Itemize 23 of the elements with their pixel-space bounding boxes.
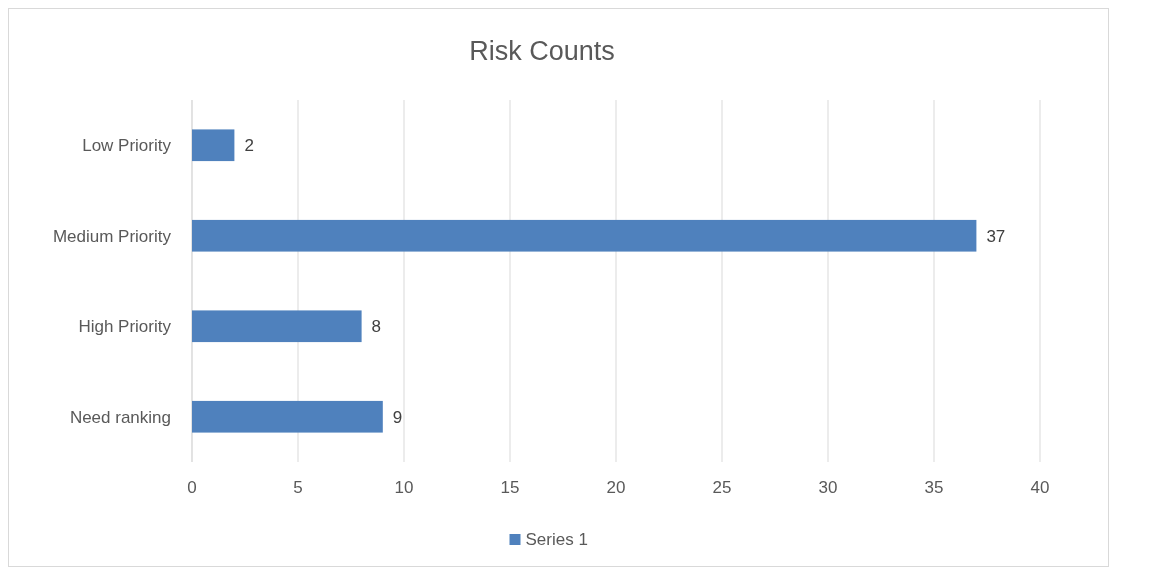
data-label: 37 <box>986 226 1006 246</box>
bar <box>192 400 383 433</box>
y-tick-label: Low Priority <box>82 136 172 156</box>
y-tick-label: Need ranking <box>69 407 171 427</box>
bar <box>192 219 977 252</box>
y-tick-label: Medium Priority <box>52 226 172 246</box>
x-tick-label: 5 <box>293 478 303 497</box>
x-tick-label: 25 <box>712 478 732 497</box>
x-tick-label: 10 <box>394 478 414 497</box>
y-tick-label: High Priority <box>78 317 172 337</box>
x-tick-label: 30 <box>818 478 838 497</box>
bar <box>192 310 362 343</box>
x-tick-label: 40 <box>1030 478 1050 497</box>
x-tick-label: 35 <box>924 478 944 497</box>
data-label: 9 <box>392 407 403 427</box>
x-tick-label: 15 <box>500 478 520 497</box>
data-label: 2 <box>244 136 254 156</box>
x-tick-label: 0 <box>187 478 197 497</box>
data-label: 8 <box>371 317 382 337</box>
x-tick-label: 20 <box>606 478 626 497</box>
legend-label: Series 1 <box>525 530 588 549</box>
chart-title: Risk Counts <box>469 36 615 66</box>
bar <box>192 129 235 162</box>
